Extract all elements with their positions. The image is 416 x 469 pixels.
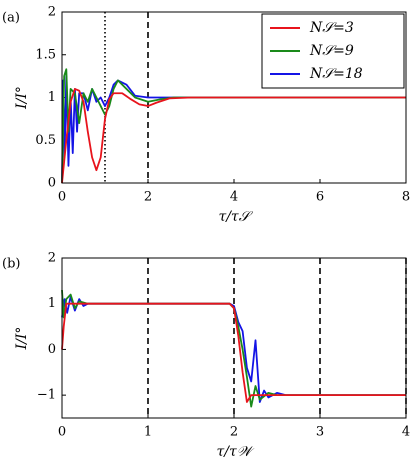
data-line: [61, 88, 406, 184]
x-tick-label: 2: [230, 425, 238, 440]
y-tick-label: 0.5: [35, 133, 56, 148]
plot-frame: [61, 257, 407, 419]
y-axis-label: I/I°: [14, 86, 30, 110]
y-tick-label: 0: [48, 176, 56, 191]
x-tick-label: 4: [230, 190, 238, 205]
x-tick-label: 8: [402, 190, 410, 205]
panel: (a) 0 0.5 1 1.5 2 0 2 4 6 8 I/I° τ/τ𝒮 N𝒮=3 N𝒮=9 N𝒮=18: [2, 5, 410, 226]
x-tick-label: 3: [316, 425, 324, 440]
x-axis-label: τ/τ𝒲: [217, 444, 255, 460]
legend-label: N𝒮=9: [309, 43, 354, 59]
panel-label: (b): [2, 257, 20, 272]
y-tick-label: 2: [48, 5, 56, 20]
x-tick-label: 0: [58, 190, 66, 205]
legend-label: N𝒮=18: [309, 66, 363, 82]
x-tick-label: 6: [316, 190, 324, 205]
data-line: [61, 302, 406, 403]
x-tick-label: 1: [144, 425, 152, 440]
x-tick-label: 0: [58, 425, 66, 440]
plot-frame: [61, 11, 407, 184]
y-tick-label: 1: [48, 90, 56, 105]
data-line: [61, 68, 406, 184]
y-tick-label: 2: [48, 251, 56, 266]
y-tick-label: 1: [48, 296, 56, 311]
y-tick-label: −1: [37, 388, 56, 403]
x-tick-label: 4: [402, 425, 410, 440]
y-tick-label: 0: [48, 342, 56, 357]
x-axis-label: τ/τ𝒮: [218, 209, 253, 225]
panel-label: (a): [2, 11, 20, 26]
y-tick-label: 1.5: [35, 47, 56, 62]
y-axis-label: I/I°: [14, 327, 30, 351]
legend-label: N𝒮=3: [309, 20, 354, 36]
panel: (b) −1 0 1 2 0 1 2 3 4 I/I° τ/τ𝒲: [2, 251, 410, 461]
x-tick-label: 2: [144, 190, 152, 205]
